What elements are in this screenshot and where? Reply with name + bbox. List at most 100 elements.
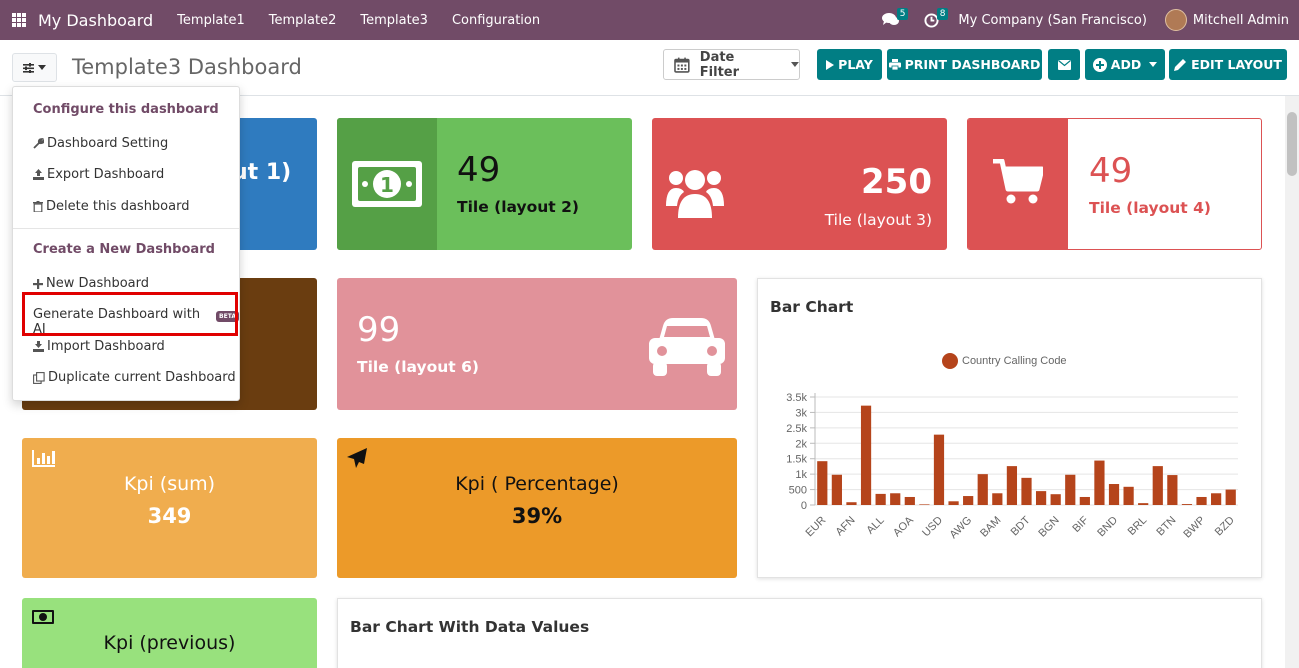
x-tick-label: AFN <box>834 514 858 538</box>
caret-down-icon <box>38 65 46 70</box>
copy-icon <box>33 371 45 384</box>
tile-label: Tile (layout 3) <box>824 211 932 229</box>
print-dashboard-button[interactable]: PRINT DASHBOARD <box>887 49 1042 80</box>
caret-down-icon <box>791 62 799 67</box>
shopping-cart-icon <box>993 159 1043 204</box>
import-dashboard-item[interactable]: Import Dashboard <box>33 339 165 354</box>
configure-dashboard-button[interactable] <box>12 53 57 82</box>
tile-layout-4[interactable]: 49 Tile (layout 4) <box>967 118 1262 250</box>
x-tick-label: ALL <box>864 514 886 536</box>
menu-template1[interactable]: Template1 <box>177 12 245 28</box>
bar <box>890 493 901 505</box>
x-tick-label: AOA <box>891 514 916 539</box>
menu-template2[interactable]: Template2 <box>268 12 337 28</box>
ai-item-highlight <box>22 292 238 336</box>
create-section-header: Create a New Dashboard <box>33 242 215 257</box>
sliders-icon <box>23 62 34 73</box>
tile-layout-3[interactable]: 250 Tile (layout 3) <box>652 118 947 250</box>
tile-value: 49 <box>457 150 501 190</box>
x-tick-label: BAM <box>978 514 1003 539</box>
plus-icon <box>33 278 43 289</box>
email-button[interactable] <box>1048 49 1080 80</box>
y-tick-label: 2.5k <box>786 423 807 435</box>
import-dashboard-label: Import Dashboard <box>47 339 165 354</box>
bar <box>1050 494 1061 505</box>
calendar-icon <box>674 57 690 73</box>
tile-value: 99 <box>357 310 401 350</box>
paper-plane-icon <box>347 448 367 468</box>
x-tick-label: BRL <box>1126 514 1150 538</box>
bar-chart-title: Bar Chart <box>770 298 854 316</box>
edit-layout-button[interactable]: EDIT LAYOUT <box>1169 49 1287 80</box>
x-tick-label: BWP <box>1181 514 1207 540</box>
money-icon <box>32 610 54 624</box>
x-tick-label: BND <box>1095 514 1120 539</box>
bar <box>1196 496 1207 505</box>
kpi-previous-card[interactable]: Kpi (previous) <box>22 598 317 668</box>
company-switcher[interactable]: My Company (San Francisco) <box>958 12 1147 28</box>
add-label: ADD <box>1110 57 1142 72</box>
x-tick-label: USD <box>920 514 945 539</box>
kpi-sum-card[interactable]: Kpi (sum) 349 <box>22 438 317 578</box>
activities-count-badge: 8 <box>936 8 949 20</box>
car-icon <box>649 318 725 376</box>
x-tick-label: BZD <box>1213 514 1237 538</box>
y-tick-label: 1.5k <box>786 454 807 466</box>
bar <box>817 461 828 505</box>
legend-label: Country Calling Code <box>962 355 1067 367</box>
bar <box>1123 486 1134 505</box>
bar <box>992 493 1003 505</box>
tile-label: Tile (layout 2) <box>457 198 579 216</box>
svg-text:1: 1 <box>380 173 394 197</box>
duplicate-dashboard-item[interactable]: Duplicate current Dashboard <box>33 370 236 385</box>
wrench-icon <box>33 138 44 149</box>
bar <box>948 501 959 505</box>
page-title: Template3 Dashboard <box>72 55 302 79</box>
bar <box>1006 466 1018 505</box>
app-brand[interactable]: My Dashboard <box>38 10 154 30</box>
bar <box>1035 491 1047 505</box>
users-icon <box>666 170 724 218</box>
kpi-label: Kpi ( Percentage) <box>455 473 619 495</box>
tile-layout-6[interactable]: 99 Tile (layout 6) <box>337 278 737 410</box>
add-button[interactable]: ADD <box>1085 49 1165 80</box>
y-tick-label: 3.5k <box>786 392 807 404</box>
x-tick-label: AWG <box>947 514 974 541</box>
user-menu[interactable]: Mitchell Admin <box>1192 12 1289 28</box>
scrollbar-thumb[interactable] <box>1287 112 1297 176</box>
tile-icon-panel: 1 <box>337 118 437 250</box>
legend-swatch <box>942 353 958 369</box>
bar <box>963 496 974 505</box>
messages-button[interactable]: 5 <box>878 0 909 40</box>
play-button[interactable]: PLAY <box>817 49 882 80</box>
user-avatar[interactable] <box>1164 9 1187 31</box>
tile-label: Tile (layout 6) <box>357 358 479 376</box>
menu-divider <box>13 228 239 229</box>
tile-value: 250 <box>861 162 932 202</box>
bar <box>1094 460 1105 505</box>
tile-layout-2[interactable]: 1 49 Tile (layout 2) <box>337 118 632 250</box>
kpi-percentage-card[interactable]: Kpi ( Percentage) 39% <box>337 438 737 578</box>
x-tick-label: BTN <box>1154 514 1178 538</box>
date-filter-label: Date Filter <box>699 49 740 80</box>
export-dashboard-label: Export Dashboard <box>47 167 165 182</box>
activities-button[interactable]: 8 <box>918 0 949 40</box>
export-dashboard-item[interactable]: Export Dashboard <box>33 167 164 182</box>
date-filter-dropdown[interactable]: Date Filter <box>663 49 800 80</box>
print-label: PRINT DASHBOARD <box>904 57 1041 72</box>
apps-menu-icon[interactable] <box>12 13 26 27</box>
menu-template3[interactable]: Template3 <box>360 12 428 28</box>
tile-icon-panel <box>968 119 1068 249</box>
dashboard-setting-item[interactable]: Dashboard Setting <box>33 136 168 151</box>
generate-dashboard-ai-item[interactable]: Generate Dashboard with AI BETA <box>33 307 239 337</box>
delete-dashboard-item[interactable]: Delete this dashboard <box>33 199 189 214</box>
delete-dashboard-label: Delete this dashboard <box>46 199 190 214</box>
new-dashboard-item[interactable]: New Dashboard <box>33 276 149 291</box>
plus-circle-icon <box>1092 57 1107 72</box>
bar <box>1138 503 1149 505</box>
menu-configuration[interactable]: Configuration <box>451 12 541 28</box>
bar <box>1225 489 1236 505</box>
bar <box>1021 477 1032 505</box>
kpi-value: 349 <box>147 504 192 528</box>
vertical-scrollbar[interactable] <box>1285 96 1299 668</box>
